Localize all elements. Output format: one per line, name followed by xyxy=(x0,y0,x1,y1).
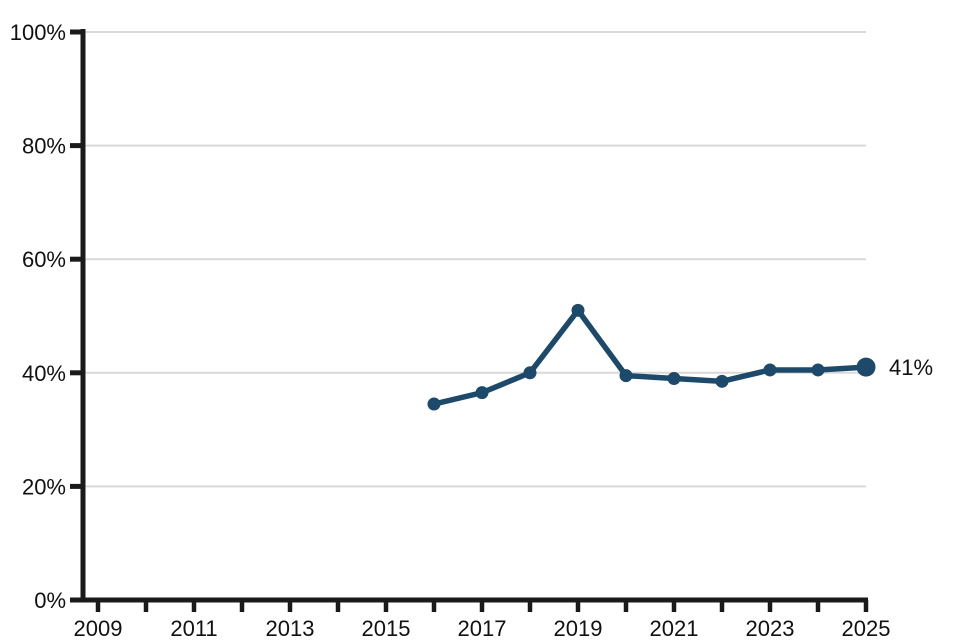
y-tick-label-60: 60% xyxy=(22,247,66,272)
x-tick-label-2009: 2009 xyxy=(74,616,123,640)
trend-line xyxy=(431,305,869,407)
x-tick-label-2025: 2025 xyxy=(842,616,891,640)
x-tick-label-2015: 2015 xyxy=(362,616,411,640)
data-point-2019 xyxy=(571,303,585,317)
data-point-2025 xyxy=(856,357,876,377)
data-point-2020 xyxy=(619,369,633,383)
x-tick-label-2019: 2019 xyxy=(554,616,603,640)
x-tick-label-2011: 2011 xyxy=(170,616,217,640)
x-tick-label-2017: 2017 xyxy=(458,616,507,640)
y-tick-label-40: 40% xyxy=(22,361,66,386)
y-tick-label-0: 0% xyxy=(34,588,66,613)
end-value-label: 41% xyxy=(889,355,933,380)
y-tick-label-80: 80% xyxy=(22,134,66,159)
y-tick-label-20: 20% xyxy=(22,474,66,499)
data-point-2022 xyxy=(715,374,729,388)
data-point-2016 xyxy=(427,397,441,411)
data-point-2021 xyxy=(667,371,681,385)
x-tick-label-2021: 2021 xyxy=(650,616,699,640)
x-tick-label-2013: 2013 xyxy=(266,616,315,640)
y-tick-label-100: 100% xyxy=(10,20,66,45)
data-point-2023 xyxy=(763,363,777,377)
data-point-2018 xyxy=(523,366,537,380)
x-tick-label-2023: 2023 xyxy=(746,616,795,640)
data-point-2024 xyxy=(811,363,825,377)
data-point-2017 xyxy=(475,386,489,400)
